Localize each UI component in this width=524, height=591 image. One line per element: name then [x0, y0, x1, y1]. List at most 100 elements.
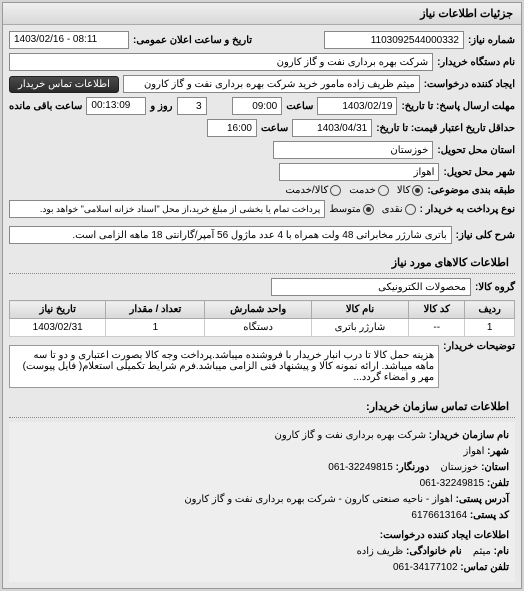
c-addr-value: اهواز - ناحیه صنعتی کارون - شرکت بهره بر…: [184, 494, 452, 505]
req-no-field: 1103092544000332: [324, 31, 464, 49]
creator-info-title: اطلاعات ایجاد کننده درخواست:: [15, 528, 509, 544]
table-header-row: ردیف کد کالا نام کالا واحد شمارش تعداد /…: [10, 301, 515, 319]
contact-name-line: نام: میثم نام خانوادگی: ظریف زاده: [15, 544, 509, 560]
contact-org-line: نام سازمان خریدار: شرکت بهره برداری نفت …: [15, 428, 509, 444]
days-label: روز و: [150, 101, 172, 112]
city-label: شهر محل تحویل:: [443, 167, 515, 178]
row-payment: نوع پرداخت به خریدار : نقدی متوسط پرداخت…: [9, 200, 515, 218]
org-value: شرکت بهره برداری نفت و گاز کارون: [275, 430, 426, 441]
city-field: اهواز: [279, 163, 439, 181]
cat-goods-radio[interactable]: کالا: [397, 185, 424, 196]
c-city-value: اهواز: [464, 446, 485, 457]
days-field: 3: [177, 97, 207, 115]
contact-button[interactable]: اطلاعات تماس خریدار: [9, 76, 119, 93]
announce-label: تاریخ و ساعت اعلان عمومی:: [133, 35, 252, 46]
th-unit: واحد شمارش: [205, 301, 311, 319]
group-label: گروه کالا:: [475, 282, 515, 293]
time-label-1: ساعت: [286, 101, 313, 112]
goods-section-title: اطلاعات کالاهای مورد نیاز: [9, 252, 515, 274]
c-addr-label: آدرس پستی:: [456, 494, 509, 505]
note-field: هزینه حمل کالا تا درب انبار خریدار با فر…: [9, 345, 439, 388]
cat-service-radio[interactable]: خدمت: [349, 185, 389, 196]
pay-cash-radio[interactable]: نقدی: [382, 204, 416, 215]
pay-cash-label: نقدی: [382, 204, 403, 215]
row-deadline: مهلت ارسال پاسخ: تا تاریخ: 1403/02/19 سا…: [9, 97, 515, 115]
org-label: نام سازمان خریدار:: [429, 430, 509, 441]
c-postal-label: کد پستی:: [470, 510, 509, 521]
radio-icon: [363, 204, 374, 215]
td-row: 1: [465, 319, 515, 337]
contact-city-line: شهر: اهواز: [15, 444, 509, 460]
row-validity: حداقل تاریخ اعتبار قیمت: تا تاریخ: 1403/…: [9, 119, 515, 137]
desc-label: شرح کلی نیاز:: [456, 230, 515, 241]
desc-field: باتری شارژر مخابراتی 48 ولت همراه با 4 ع…: [9, 226, 452, 244]
deadline-time-field: 09:00: [232, 97, 282, 115]
c-tel-label: تلفن تماس:: [460, 562, 509, 573]
row-desc: شرح کلی نیاز: باتری شارژر مخابراتی 48 ول…: [9, 226, 515, 244]
c-tel-value: 061-34177102: [393, 560, 458, 576]
buyer-org-label: نام دستگاه خریدار:: [437, 57, 515, 68]
c-fax-label: دورنگار:: [396, 462, 430, 473]
deadline-date-field: 1403/02/19: [317, 97, 397, 115]
validity-label: حداقل تاریخ اعتبار قیمت: تا تاریخ:: [376, 123, 515, 134]
pay-mid-label: متوسط: [329, 204, 360, 215]
row-note: توضیحات خریدار: هزینه حمل کالا تا درب ان…: [9, 341, 515, 388]
c-lastname-value: ظریف زاده: [357, 546, 404, 557]
creator-field: میثم ظریف زاده مامور خرید شرکت بهره بردا…: [123, 75, 420, 93]
time-label-2: ساعت: [261, 123, 288, 134]
c-name-value: میثم: [473, 546, 491, 557]
c-city-label: شهر:: [487, 446, 509, 457]
radio-icon: [330, 185, 341, 196]
radio-icon: [378, 185, 389, 196]
cat-service-label: خدمت: [349, 185, 376, 196]
req-no-label: شماره نیاز:: [468, 35, 515, 46]
pay-mid-radio[interactable]: متوسط: [329, 204, 373, 215]
contact-phone-line: تلفن: 061-32249815: [15, 476, 509, 492]
row-group: گروه کالا: محصولات الکترونیکی: [9, 278, 515, 296]
cat-both-radio[interactable]: کالا/خدمت: [285, 185, 341, 196]
goods-table: ردیف کد کالا نام کالا واحد شمارش تعداد /…: [9, 300, 515, 337]
remain-field: 00:13:09: [86, 97, 146, 115]
row-buyer-org: نام دستگاه خریدار: شرکت بهره برداری نفت …: [9, 53, 515, 71]
th-name: نام کالا: [311, 301, 408, 319]
td-unit: دستگاه: [205, 319, 311, 337]
creator-label: ایجاد کننده درخواست:: [424, 79, 515, 90]
c-lastname-label: نام خانوادگی:: [406, 546, 462, 557]
province-field: خوزستان: [273, 141, 433, 159]
row-creator: ایجاد کننده درخواست: میثم ظریف زاده مامو…: [9, 75, 515, 93]
need-details-panel: جزئیات اطلاعات نیاز شماره نیاز: 11030925…: [2, 2, 522, 589]
c-name-label: نام:: [494, 546, 509, 557]
validity-date-field: 1403/04/31: [292, 119, 372, 137]
panel-title: جزئیات اطلاعات نیاز: [3, 3, 521, 25]
row-req-announce: شماره نیاز: 1103092544000332 تاریخ و ساع…: [9, 31, 515, 49]
th-date: تاریخ نیاز: [10, 301, 106, 319]
note-label: توضیحات خریدار:: [443, 341, 515, 352]
contact-postal-line: کد پستی: 6176613164: [15, 508, 509, 524]
contact-section-title: اطلاعات تماس سازمان خریدار:: [9, 396, 515, 418]
c-postal-value: 6176613164: [411, 510, 467, 521]
group-field: محصولات الکترونیکی: [271, 278, 471, 296]
c-phone-value: 061-32249815: [420, 476, 485, 492]
c-fax-value: 061-32249815: [328, 460, 393, 476]
panel-body: شماره نیاز: 1103092544000332 تاریخ و ساع…: [3, 25, 521, 588]
c-prov-value: خوزستان: [440, 462, 478, 473]
contact-tel-line: تلفن تماس: 061-34177102: [15, 560, 509, 576]
validity-time-field: 16:00: [207, 119, 257, 137]
buyer-org-field: شرکت بهره برداری نفت و گاز کارون: [9, 53, 433, 71]
c-phone-label: تلفن:: [487, 478, 509, 489]
td-qty: 1: [106, 319, 205, 337]
radio-icon: [412, 185, 423, 196]
th-row: ردیف: [465, 301, 515, 319]
cat-goods-label: کالا: [397, 185, 411, 196]
row-city: شهر محل تحویل: اهواز: [9, 163, 515, 181]
row-category: طبقه بندی موضوعی: کالا خدمت کالا/خدمت: [9, 185, 515, 196]
contact-block: نام سازمان خریدار: شرکت بهره برداری نفت …: [9, 422, 515, 582]
announce-field: 1403/02/16 - 08:11: [9, 31, 129, 49]
table-row[interactable]: 1 -- شارژر باتری دستگاه 1 1403/02/31: [10, 319, 515, 337]
pay-label: نوع پرداخت به خریدار :: [420, 204, 515, 215]
province-label: استان محل تحویل:: [437, 145, 515, 156]
contact-address-line: آدرس پستی: اهواز - ناحیه صنعتی کارون - ش…: [15, 492, 509, 508]
contact-prov-fax-line: استان: خوزستان دورنگار: 061-32249815: [15, 460, 509, 476]
row-province: استان محل تحویل: خوزستان: [9, 141, 515, 159]
td-date: 1403/02/31: [10, 319, 106, 337]
